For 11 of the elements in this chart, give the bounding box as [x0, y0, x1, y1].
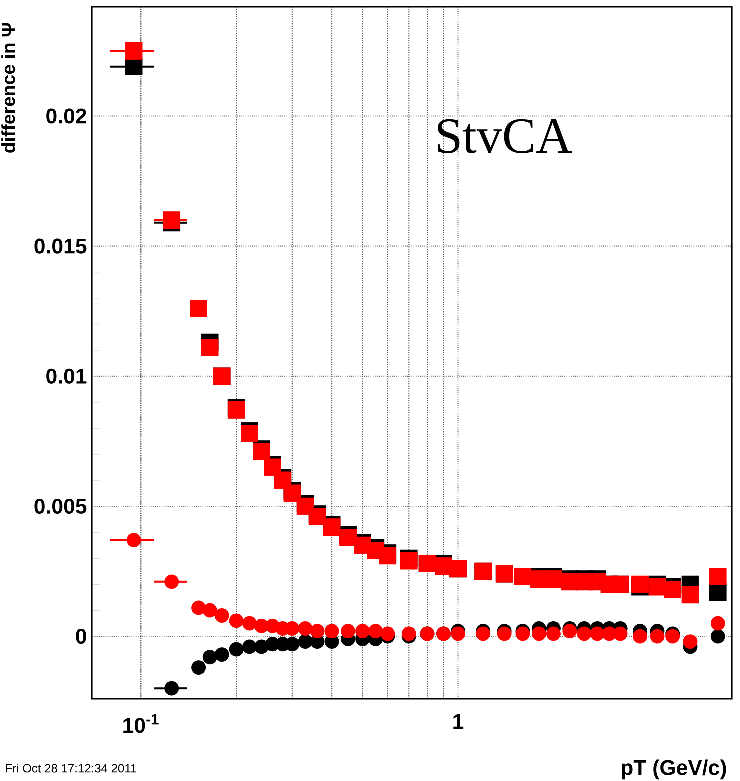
annotation: StvCA — [438, 119, 572, 154]
y-tick-label: 0.005 — [34, 498, 87, 514]
x-tick-label: 10$^{-1}$ — [124, 714, 159, 734]
y-axis-title: difference in Ψ — [2, 23, 16, 153]
y-tick-label: 0.015 — [34, 238, 87, 254]
text: Fri Oct 28 17:12:34 2011 — [6, 764, 137, 773]
x-axis-title: pT (GeV/c) — [622, 760, 726, 780]
y-tick-label: 0 — [76, 629, 86, 644]
y-tick-label: 0.02 — [46, 108, 86, 124]
y-tick-label: 0.01 — [46, 368, 87, 384]
x-tick-label: 1 — [454, 714, 464, 730]
